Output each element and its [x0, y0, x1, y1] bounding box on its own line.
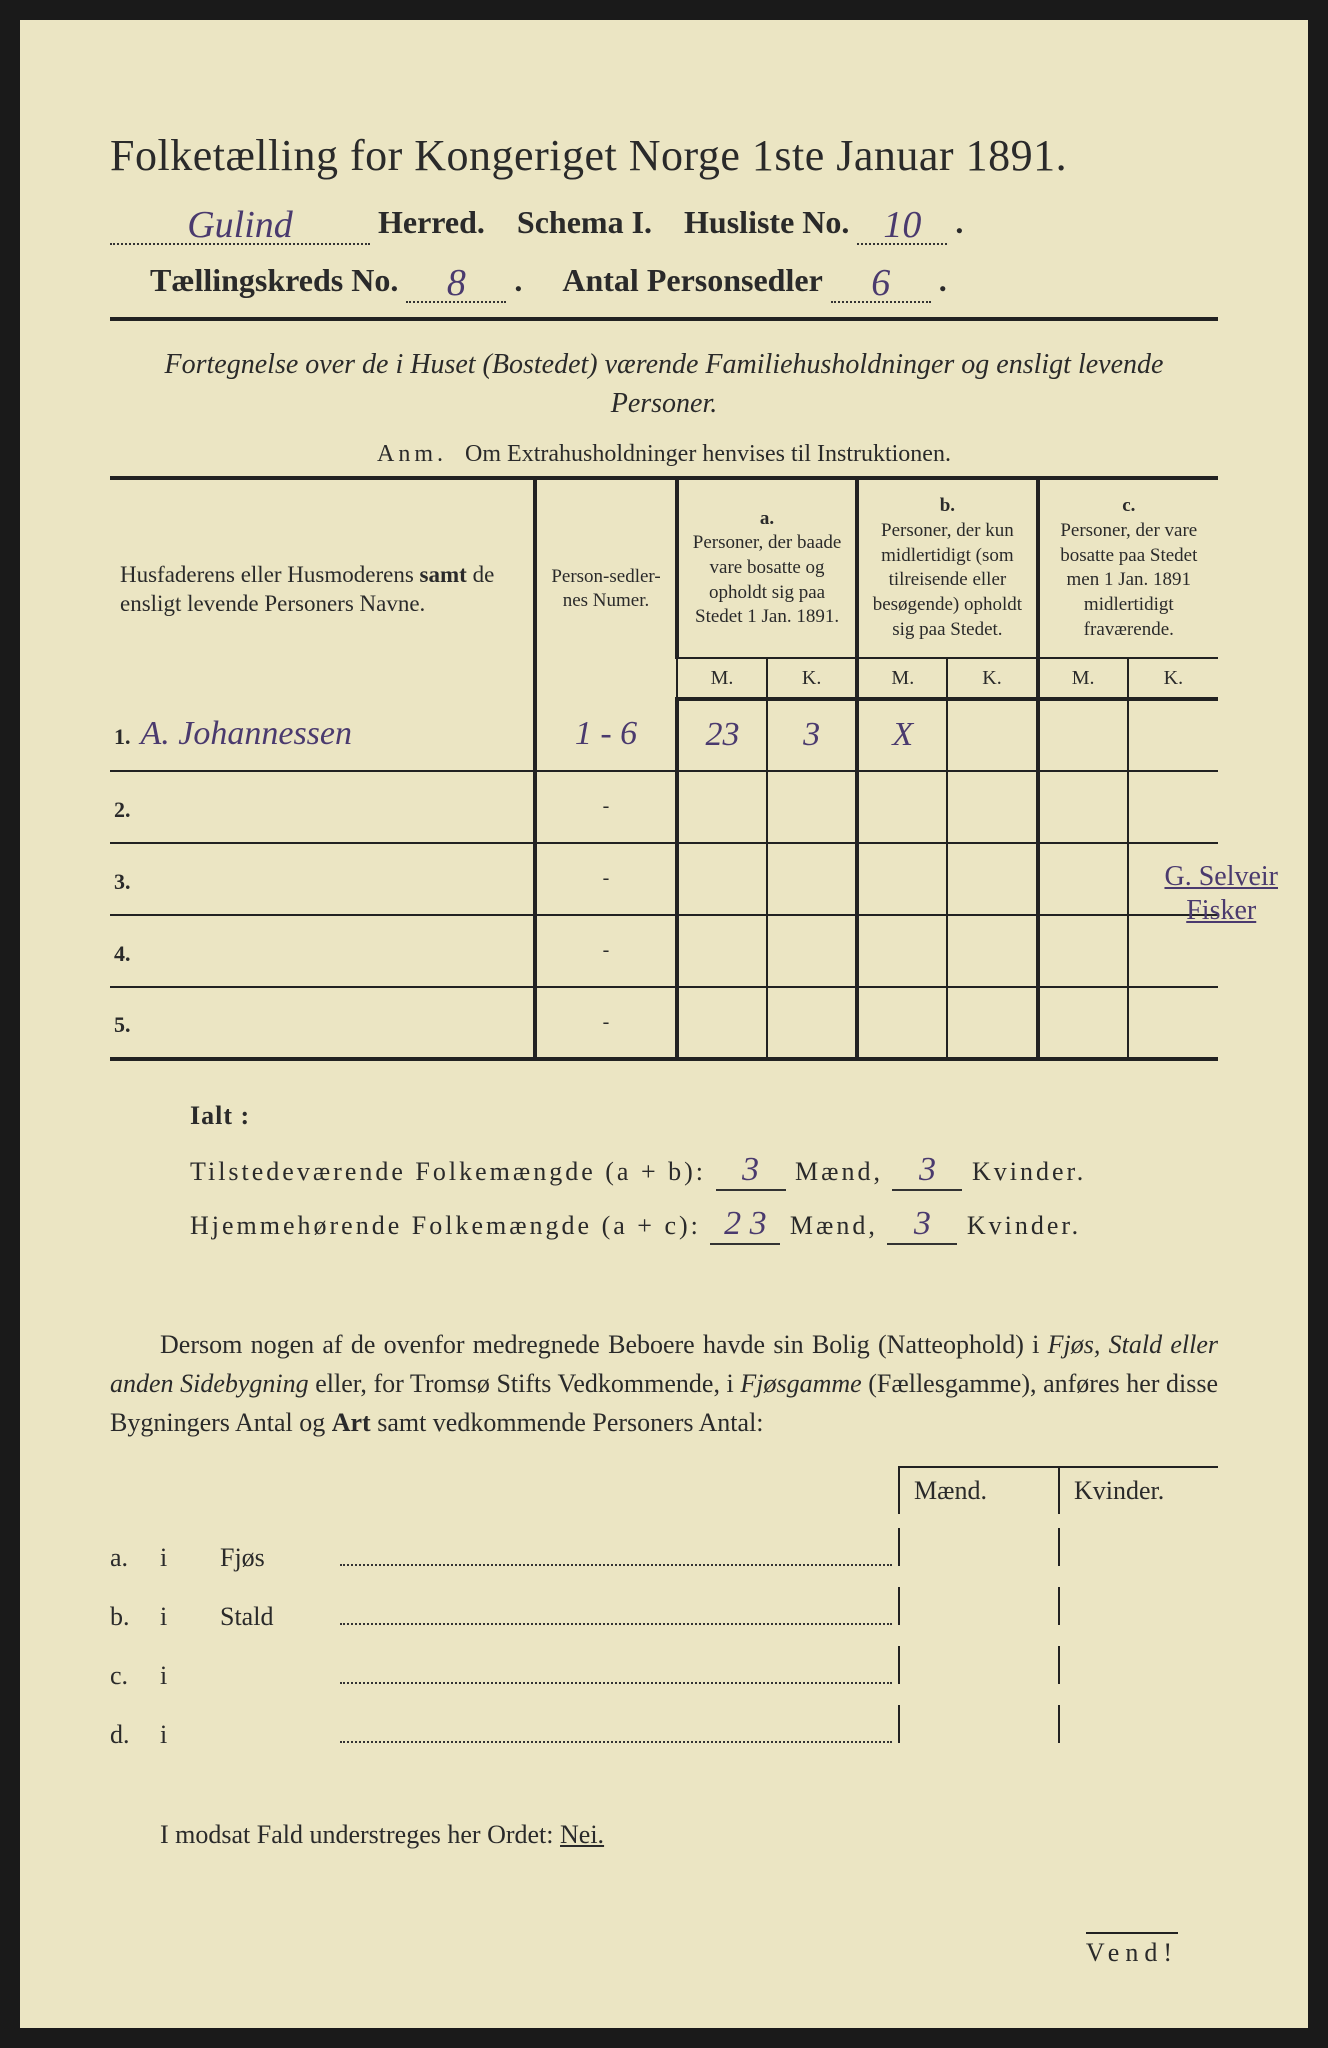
mk-header: K. — [767, 658, 857, 699]
ialt-title: Ialt : — [190, 1101, 1218, 1131]
kreds-label: Tællingskreds No. — [150, 262, 398, 299]
col-header-a: a.Personer, der baade vare bosatte og op… — [677, 478, 857, 657]
ialt-line-1: Tilstedeværende Folkemængde (a + b): 3 M… — [190, 1151, 1218, 1191]
husliste-label: Husliste No. — [684, 204, 849, 241]
ialt-section: Ialt : Tilstedeværende Folkemængde (a + … — [110, 1101, 1218, 1245]
mk-header: M. — [857, 658, 947, 699]
herred-value: Gulind — [187, 204, 293, 246]
herred-label: Herred. — [378, 204, 485, 241]
schema-label: Schema I. — [517, 204, 652, 241]
anm-label: Anm. — [377, 441, 447, 467]
table-row: 4.- — [110, 915, 1218, 987]
sub-kvinder-header: Kvinder. — [1058, 1466, 1218, 1514]
page-title: Folketælling for Kongeriget Norge 1ste J… — [110, 130, 1218, 181]
vend-label: Vend! — [1086, 1932, 1178, 1968]
col-header-c: c.Personer, der vare bosatte paa Stedet … — [1038, 478, 1218, 657]
kreds-value: 8 — [447, 262, 466, 304]
footer-line: I modsat Fald understreges her Ordet: Ne… — [110, 1820, 1218, 1850]
ialt-line-2: Hjemmehørende Folkemængde (a + c): 2 3 M… — [190, 1205, 1218, 1245]
col-header-numer: Person-sedler-nes Numer. — [535, 478, 677, 698]
sub-table-row: b.iStald — [110, 1587, 1218, 1632]
anm-text: Om Extrahusholdninger henvises til Instr… — [465, 441, 951, 467]
table-row: 5.- — [110, 987, 1218, 1059]
census-form-page: Folketælling for Kongeriget Norge 1ste J… — [20, 20, 1308, 2028]
antal-label: Antal Personsedler — [562, 262, 822, 299]
sub-table-row: a.iFjøs — [110, 1528, 1218, 1573]
anm-line: Anm. Om Extrahusholdninger henvises til … — [110, 441, 1218, 468]
divider — [110, 317, 1218, 321]
header-line-2: Tællingskreds No. 8 . Antal Personsedler… — [110, 257, 1218, 303]
sub-table: Mænd. Kvinder. a.iFjøs b.iStald c.i d.i — [110, 1466, 1218, 1750]
mk-header: K. — [947, 658, 1037, 699]
antal-value: 6 — [871, 262, 890, 304]
table-row: 1.A. Johannessen1 - 6233X — [110, 699, 1218, 771]
table-row: 2.- — [110, 771, 1218, 843]
paragraph: Dersom nogen af de ovenfor medregnede Be… — [110, 1325, 1218, 1442]
col-header-name: Husfaderens eller Husmoderens samt de en… — [110, 478, 535, 698]
col-header-b: b.Personer, der kun midlertidigt (som ti… — [857, 478, 1037, 657]
header-line-1: Gulind Herred. Schema I. Husliste No. 10… — [110, 199, 1218, 245]
mk-header: M. — [677, 658, 767, 699]
mk-header: M. — [1038, 658, 1128, 699]
side-annotation: G. Selveir Fisker — [1164, 860, 1278, 927]
husliste-value: 10 — [883, 204, 921, 246]
subtitle: Fortegnelse over de i Huset (Bostedet) v… — [110, 345, 1218, 423]
sub-table-row: d.i — [110, 1705, 1218, 1750]
sub-table-row: c.i — [110, 1646, 1218, 1691]
sub-maend-header: Mænd. — [898, 1466, 1058, 1514]
table-row: 3.- — [110, 843, 1218, 915]
main-table: Husfaderens eller Husmoderens samt de en… — [110, 476, 1218, 1060]
mk-header: K. — [1128, 658, 1218, 699]
